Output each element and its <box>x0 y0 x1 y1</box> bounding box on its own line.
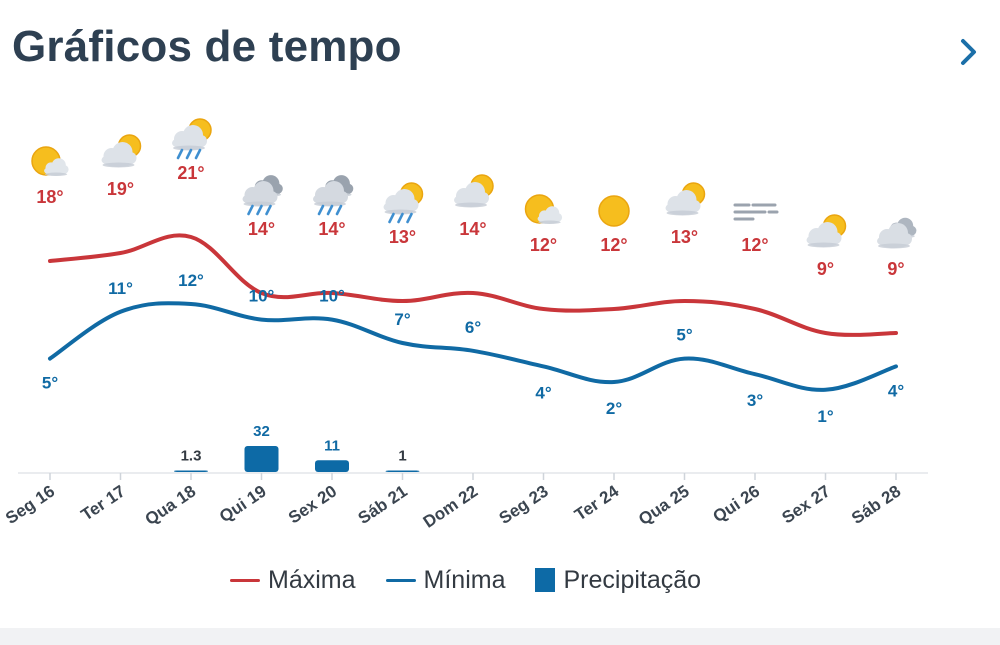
precipitation-bar <box>385 470 420 472</box>
max-temp-label: 14° <box>248 219 275 239</box>
sun-behind-cloud-icon <box>806 214 847 248</box>
x-tick-label: Sáb 21 <box>355 482 411 528</box>
min-temp-label: 3° <box>747 391 763 410</box>
x-tick-label: Sex 27 <box>778 482 833 528</box>
page-title: Gráficos de tempo <box>12 22 402 71</box>
x-tick-label: Dom 22 <box>420 482 482 532</box>
max-temp-label: 14° <box>459 219 486 239</box>
legend-label-max: Máxima <box>268 565 356 594</box>
max-temp-label: 18° <box>36 187 63 207</box>
min-temp-label: 5° <box>676 326 692 345</box>
min-temp-label: 11° <box>108 279 133 298</box>
max-temp-label: 12° <box>741 235 768 255</box>
weather-charts-card: Gráficos de tempo 18° 19° 21° 14° 14° 13° 14° 1… <box>0 0 1000 628</box>
legend-swatch-precip <box>535 568 556 592</box>
max-temp-label: 13° <box>389 227 416 247</box>
min-temperature-line <box>48 301 898 392</box>
min-temp-label: 12° <box>178 271 204 290</box>
precipitation-label: 32 <box>253 423 270 440</box>
max-temp-label: 9° <box>887 259 904 279</box>
x-tick-label: Ter 17 <box>78 482 129 525</box>
sun-cloud-rain-icon <box>383 182 424 224</box>
weather-icons <box>31 118 917 249</box>
sun-behind-cloud-icon <box>31 146 69 177</box>
sun-behind-cloud-icon <box>454 174 494 208</box>
legend-item-precip[interactable]: Precipitação <box>535 566 701 595</box>
min-temp-label: 4° <box>888 381 904 400</box>
min-temp-label: 10° <box>249 287 275 306</box>
legend-item-max[interactable]: Máxima <box>230 566 356 595</box>
x-tick-label: Qua 25 <box>635 482 693 529</box>
x-tick-label: Qua 18 <box>142 482 200 529</box>
min-temp-label: 5° <box>42 374 58 393</box>
sun-icon <box>598 195 630 227</box>
fog-icon <box>733 203 779 221</box>
max-temp-label: 14° <box>318 219 345 239</box>
x-axis: Seg 16 Ter 17 Qua 18 Qui 19 Sex 20 Sáb 21 Dom … <box>2 472 928 532</box>
sun-behind-cloud-icon <box>101 134 142 168</box>
max-temp-label: 21° <box>177 163 204 183</box>
cloud-rain-icon <box>242 175 283 216</box>
max-temp-label: 9° <box>817 259 834 279</box>
precipitation-label: 1 <box>398 448 406 465</box>
chevron-right-icon[interactable] <box>954 36 982 68</box>
x-tick-label: Qui 26 <box>710 482 764 527</box>
x-tick-label: Seg 16 <box>2 482 58 528</box>
legend-item-min[interactable]: Mínima <box>385 565 506 595</box>
precipitation-bar <box>174 470 208 472</box>
max-temp-label: 13° <box>671 227 698 247</box>
min-temperature-series: 5° 11° 12° 10° 10° 7° 6° 4° 2° 5° 3° 1° 4° <box>42 271 904 426</box>
min-temp-label: 2° <box>606 399 622 418</box>
max-temperature-series: 18° 19° 21° 14° 14° 13° 14° 12° 12° 13° 12° 9° 9° <box>36 163 905 337</box>
legend-swatch-max <box>230 578 260 582</box>
legend-label-precip: Precipitação <box>563 565 702 594</box>
cloud-icon <box>877 217 917 249</box>
min-temp-label: 7° <box>394 310 410 329</box>
min-temp-label: 1° <box>817 407 833 426</box>
max-temp-label: 19° <box>107 179 134 199</box>
precipitation-label: 11 <box>324 437 340 454</box>
sun-behind-cloud-icon <box>665 182 706 216</box>
sun-cloud-rain-icon <box>172 118 212 160</box>
legend-label-min: Mínima <box>423 565 506 594</box>
x-tick-label: Ter 24 <box>571 481 623 524</box>
weather-chart: 18° 19°21°14° 14° 13° 14°12° 12° 13° 12°9° 9° 5°… <box>2 118 928 532</box>
x-tick-label: Qui 19 <box>216 482 270 527</box>
min-temp-label: 10° <box>319 287 345 306</box>
sun-behind-cloud-icon <box>524 194 563 225</box>
x-tick-label: Sáb 28 <box>848 482 904 528</box>
max-temp-label: 12° <box>600 235 627 255</box>
max-temperature-line <box>48 233 898 337</box>
max-temp-label: 12° <box>530 235 557 255</box>
x-tick-label: Sex 20 <box>285 482 340 528</box>
cloud-rain-icon <box>313 175 354 216</box>
x-tick-label: Seg 23 <box>496 482 552 528</box>
precipitation-label: 1.3 <box>181 447 202 464</box>
legend-swatch-min <box>385 578 416 582</box>
min-temp-label: 6° <box>465 318 481 337</box>
min-temp-label: 4° <box>535 383 551 402</box>
precipitation-bar <box>315 460 349 472</box>
chart-legend: Máxima Mínima Precipitação <box>230 562 701 598</box>
precipitation-bar <box>244 446 279 472</box>
